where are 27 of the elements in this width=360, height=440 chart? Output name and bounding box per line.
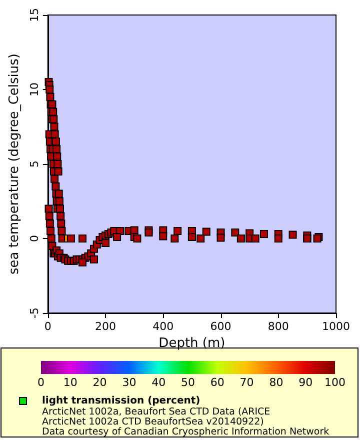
y-tick-label: 15 <box>28 8 41 22</box>
color-bar-label: 70 <box>240 376 254 389</box>
x-tick-label: 200 <box>95 320 116 333</box>
color-bar-label: 50 <box>181 376 195 389</box>
color-bar-label: 80 <box>269 376 284 389</box>
y-tick-label: -5 <box>28 308 41 318</box>
color-bar-label: 100 <box>324 376 346 389</box>
color-bar-label: 20 <box>92 376 107 389</box>
text: ArcticNet 1002a CTD BeaufortSea v20140922) <box>42 416 264 428</box>
x-tick-label: 600 <box>210 320 232 333</box>
text: Data courtesy of Canadian Cryospheric Information Network <box>42 426 330 438</box>
y-tick-label: 5 <box>28 160 41 168</box>
y-tick-label: 0 <box>28 235 41 242</box>
text: ArcticNet 1002a, Beaufort Sea CTD Data (ARICE <box>42 406 270 418</box>
x-axis-title: Depth (m) <box>158 336 226 351</box>
color-bar-label: 60 <box>210 376 224 389</box>
color-bar-title: light transmission (percent) <box>42 396 200 406</box>
x-tick-label: 400 <box>152 320 174 333</box>
x-tick-label: 800 <box>268 320 289 333</box>
color-bar-label: 40 <box>152 376 166 389</box>
y-tick-label: 10 <box>28 82 41 96</box>
x-tick-label: 1000 <box>322 320 350 333</box>
y-axis-title: sea temperature (degree_Celsius) <box>7 54 22 274</box>
color-bar-label: 10 <box>63 376 78 389</box>
color-bar-label: 30 <box>122 376 136 389</box>
color-bar-label: 90 <box>298 376 313 389</box>
x-tick-label: 0 <box>44 320 52 333</box>
